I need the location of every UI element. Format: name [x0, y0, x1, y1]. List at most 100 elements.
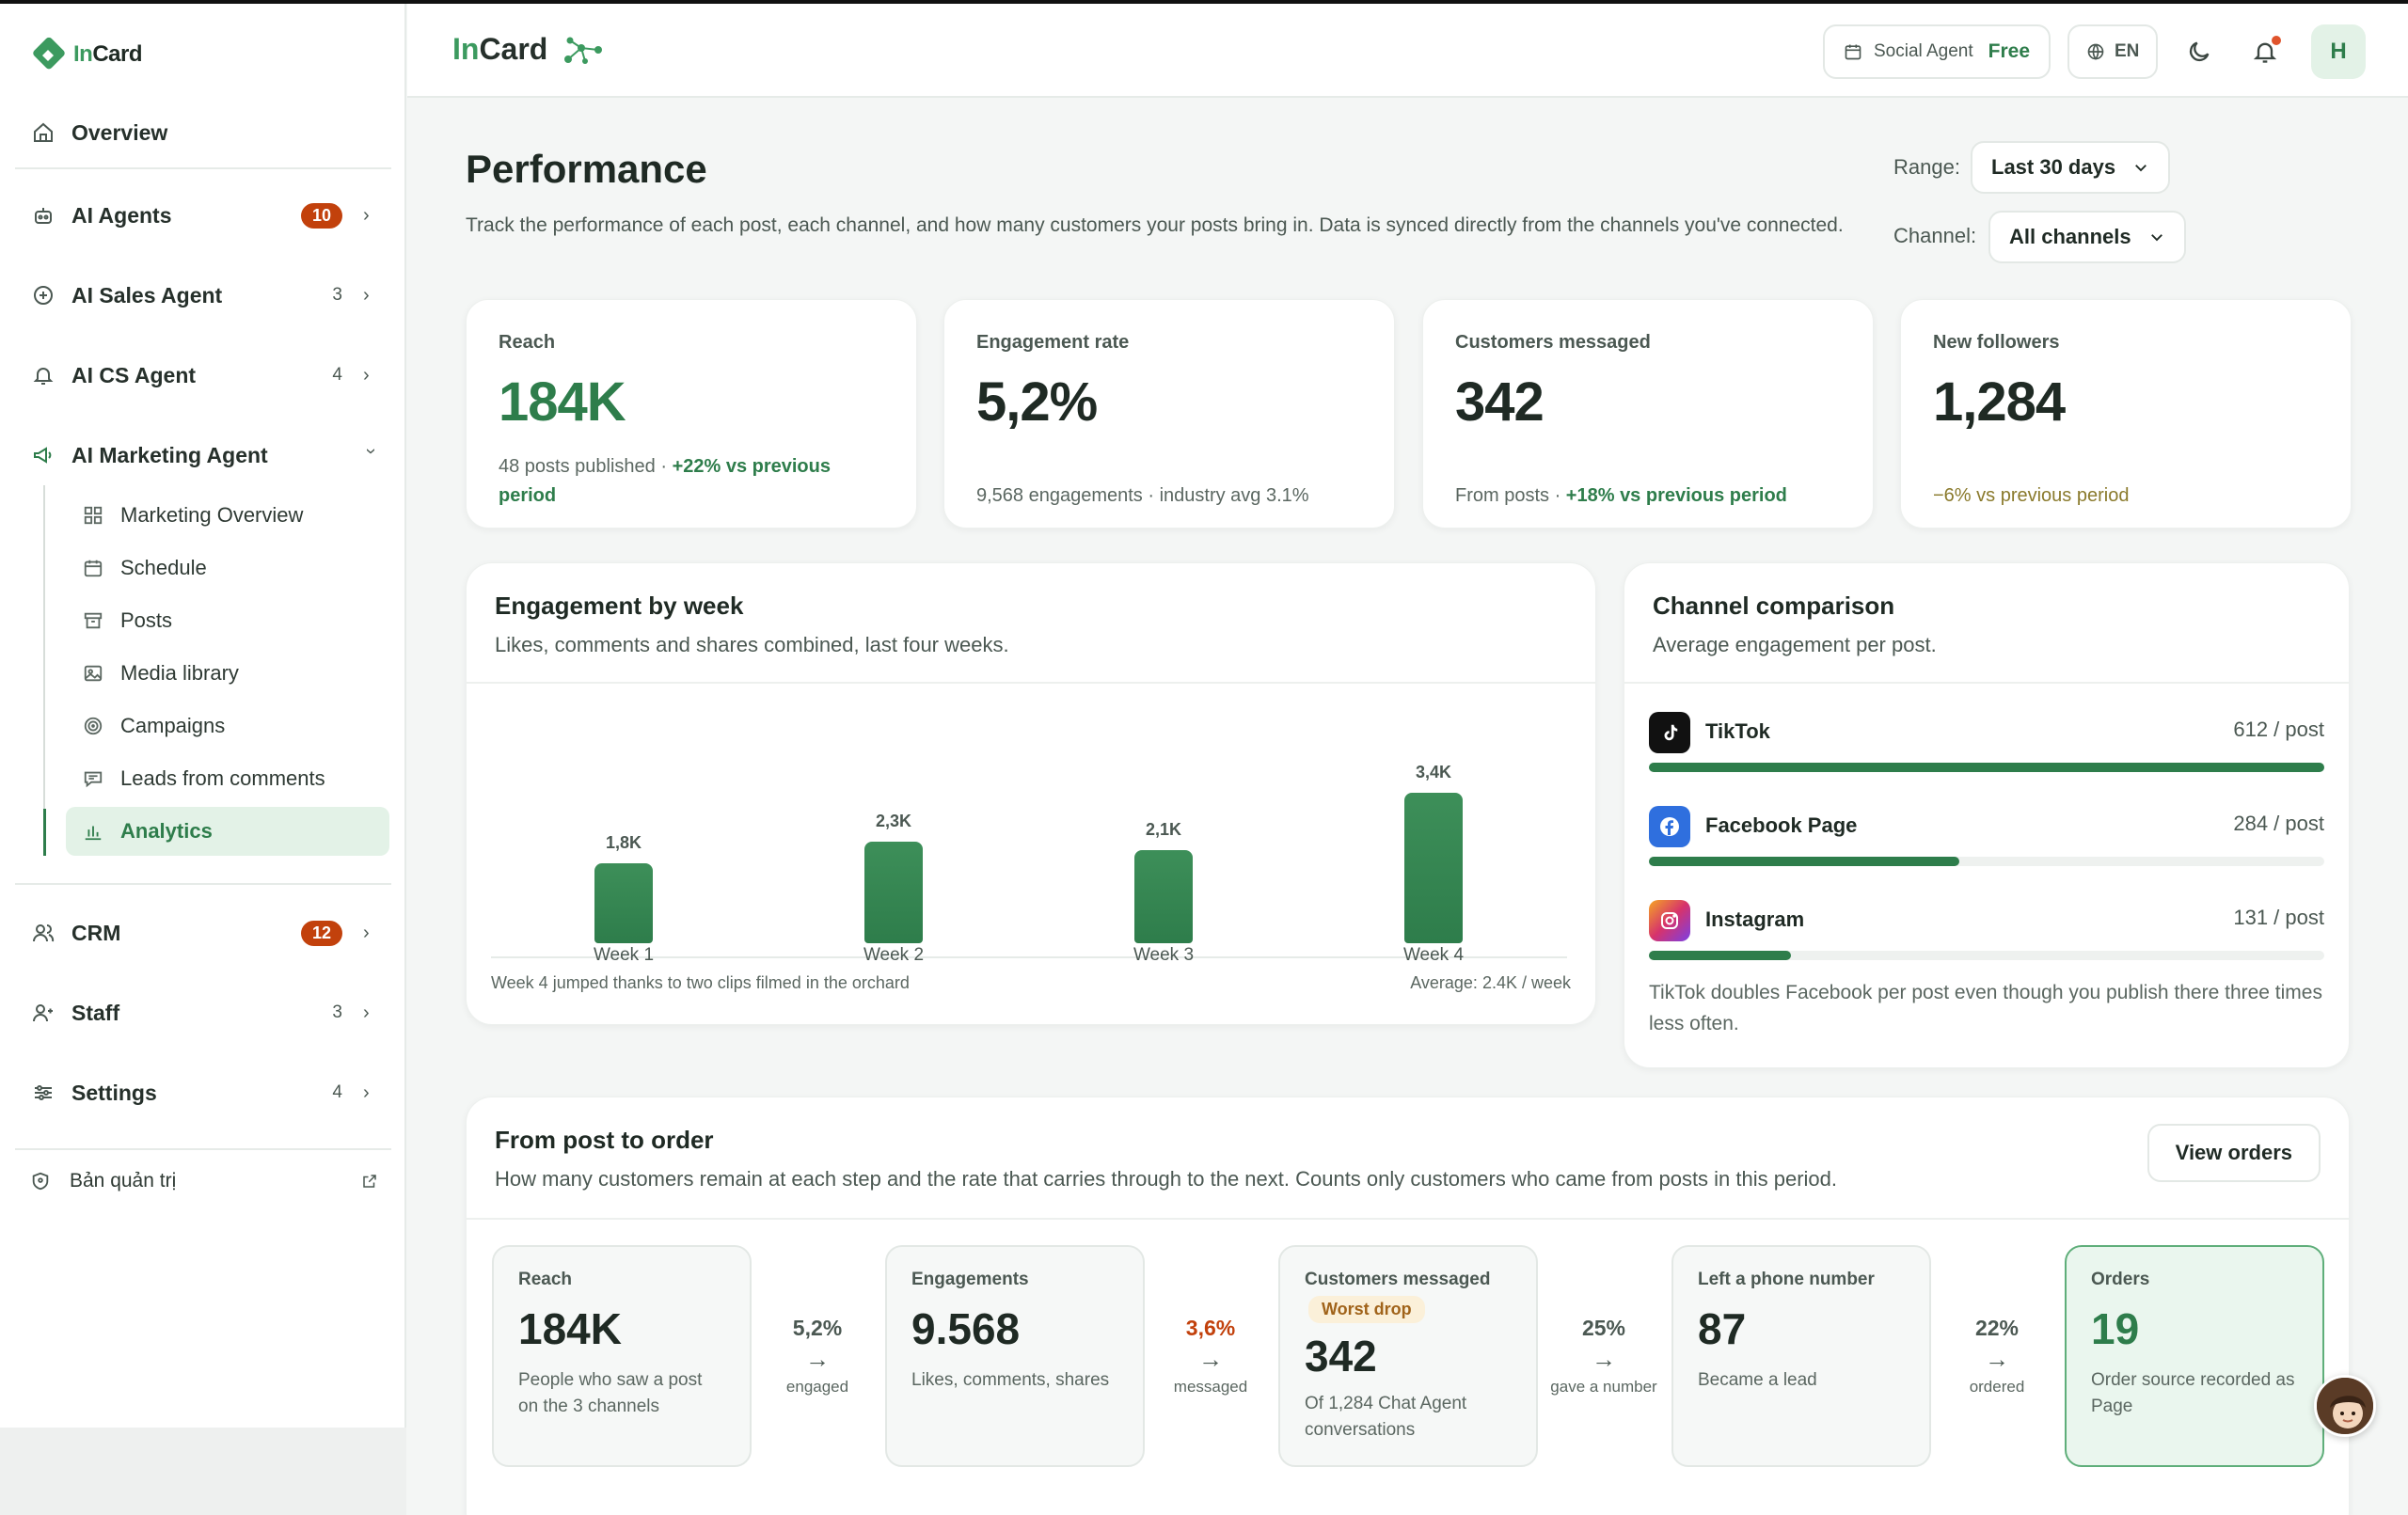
sidebar-item-ai-sales-agent[interactable]: AI Sales Agent 3 ›	[30, 271, 378, 320]
step-description: Of 1,284 Chat Agent conversations	[1305, 1394, 1467, 1440]
subitem-label: Leads from comments	[120, 766, 325, 790]
sidebar-subitem-posts[interactable]: Posts	[66, 596, 389, 645]
funnel-conversion: 22% → ordered	[1936, 1316, 2058, 1397]
channel-progress-fill	[1649, 857, 1960, 866]
bar-value-label: 3,4K	[1415, 763, 1452, 781]
sliders-icon	[30, 1080, 56, 1106]
theme-toggle-button[interactable]	[2172, 24, 2226, 79]
sidebar-item-settings[interactable]: Settings 4 ›	[30, 1068, 378, 1117]
avatar-face-icon	[2317, 1378, 2373, 1434]
step-label: Orders	[2091, 1270, 2150, 1289]
submenu-line	[43, 485, 45, 856]
sidebar-item-crm[interactable]: CRM 12 ›	[30, 908, 378, 957]
funnel-step-customers-messaged[interactable]: Customers messaged Worst drop 342 Of 1,2…	[1278, 1245, 1538, 1467]
sidebar-item-label: AI CS Agent	[71, 362, 197, 387]
conversion-label: gave a number	[1550, 1378, 1657, 1396]
plan-pill[interactable]: Social Agent Free	[1823, 24, 2051, 79]
funnel-step-orders[interactable]: Orders 19 Order source recorded as Page	[2065, 1245, 2324, 1467]
plan-tier: Free	[1988, 40, 2030, 62]
moon-icon	[2189, 41, 2210, 62]
notifications-button[interactable]	[2238, 24, 2292, 79]
channel-progress-fill	[1649, 951, 1791, 960]
step-description: Order source recorded as Page	[2091, 1370, 2295, 1416]
funnel-conversion: 25% → gave a number	[1543, 1316, 1665, 1397]
kpi-note-text: 48 posts published ·	[499, 456, 673, 477]
sidebar-subitem-analytics[interactable]: Analytics	[66, 807, 389, 856]
sidebar-item-ai-cs-agent[interactable]: AI CS Agent 4 ›	[30, 351, 378, 400]
logo-prefix: In	[73, 41, 93, 67]
user-avatar[interactable]: H	[2311, 24, 2366, 79]
sidebar-item-overview[interactable]: Overview	[30, 108, 378, 157]
kpi-label: Engagement rate	[976, 332, 1130, 353]
active-indicator	[43, 809, 46, 856]
funnel-conversion: 3,6% → messaged	[1149, 1316, 1272, 1397]
admin-panel-link[interactable]: Bản quản trị	[30, 1162, 378, 1200]
sidebar-item-label: AI Agents	[71, 202, 172, 228]
chevron-right-icon: ›	[363, 284, 370, 306]
panel-subtitle: Average engagement per post.	[1653, 633, 1937, 656]
notification-dot	[2272, 36, 2281, 45]
channel-name: Instagram	[1705, 907, 1805, 931]
topbar: InCard Social Agent Free EN H	[407, 4, 2408, 98]
sidebar-subitem-media-library[interactable]: Media library	[66, 649, 389, 698]
bell-icon	[2253, 42, 2277, 63]
funnel-step-left-phone-number[interactable]: Left a phone number 87 Became a lead	[1671, 1245, 1931, 1467]
step-label: Left a phone number	[1698, 1270, 1875, 1289]
channel-progress-fill	[1649, 763, 2324, 772]
brand[interactable]: InCard	[452, 32, 604, 67]
chevron-down-icon	[2150, 234, 2162, 242]
step-label: Reach	[518, 1270, 573, 1289]
range-select[interactable]: Last 30 days	[1971, 141, 2171, 194]
view-orders-button[interactable]: View orders	[2147, 1124, 2321, 1182]
kpi-note: From posts · +18% vs previous period	[1455, 481, 1841, 511]
home-icon	[30, 119, 56, 146]
arrow-right-icon: →	[805, 1345, 830, 1373]
support-chat-avatar[interactable]	[2314, 1375, 2376, 1437]
kpi-value: 184K	[499, 371, 626, 433]
panel-subtitle: How many customers remain at each step a…	[495, 1167, 1838, 1191]
logo-suffix: Card	[92, 41, 143, 67]
conversion-rate: 22%	[1974, 1316, 2020, 1340]
bar-value-label: 1,8K	[605, 833, 642, 852]
engagement-by-week-panel: Engagement by week Likes, comments and s…	[466, 562, 1596, 1025]
panel-divider	[467, 682, 1595, 684]
megaphone-icon	[30, 442, 56, 468]
funnel-step-engagements[interactable]: Engagements 9.568 Likes, comments, share…	[885, 1245, 1145, 1467]
kpi-delta: +18% vs previous period	[1565, 485, 1787, 506]
funnel-step-reach[interactable]: Reach 184K People who saw a post on the …	[492, 1245, 752, 1467]
external-link-icon	[361, 1173, 378, 1190]
sidebar-subitem-schedule[interactable]: Schedule	[66, 544, 389, 592]
funnel-conversion: 5,2% → engaged	[756, 1316, 879, 1397]
chart-bar	[864, 842, 923, 943]
step-value: 19	[2091, 1304, 2140, 1353]
chevron-right-icon: ›	[363, 364, 370, 386]
sidebar-logo[interactable]: InCard	[30, 36, 143, 73]
sidebar-subitem-marketing-overview[interactable]: Marketing Overview	[66, 491, 389, 540]
sidebar-item-label: AI Sales Agent	[71, 282, 223, 308]
channel-value: 612 / post	[2233, 718, 2324, 741]
arrow-right-icon: →	[1592, 1345, 1616, 1373]
sidebar-item-ai-marketing-agent[interactable]: AI Marketing Agent ›	[30, 431, 382, 480]
count-badge: 10	[300, 202, 342, 229]
chevron-down-icon	[2135, 165, 2147, 172]
sidebar-item-staff[interactable]: Staff 3 ›	[30, 988, 378, 1037]
kpi-note: 9,568 engagements · industry avg 3.1%	[976, 485, 1309, 506]
target-icon	[81, 714, 105, 738]
chart-footnote: Week 4 jumped thanks to two clips filmed…	[491, 973, 910, 992]
sidebar-subitem-campaigns[interactable]: Campaigns	[66, 702, 389, 750]
step-description: People who saw a post on the 3 channels	[518, 1370, 703, 1416]
channel-select[interactable]: All channels	[1988, 211, 2186, 263]
staff-icon	[30, 1000, 56, 1026]
chart-baseline	[491, 956, 1567, 958]
post-to-order-funnel-panel: From post to order How many customers re…	[466, 1097, 2350, 1515]
subitem-label: Analytics	[120, 819, 213, 843]
sidebar-subitem-leads-from-comments[interactable]: Leads from comments	[66, 754, 389, 803]
language-label: EN	[2115, 41, 2140, 61]
users-icon	[30, 920, 56, 946]
language-switcher[interactable]: EN	[2067, 24, 2159, 79]
calendar-icon	[81, 556, 105, 580]
worst-drop-badge: Worst drop	[1308, 1296, 1425, 1323]
count-badge: 12	[300, 920, 342, 946]
channel-comparison-panel: Channel comparison Average engagement pe…	[1624, 562, 2350, 1068]
sidebar-item-ai-agents[interactable]: AI Agents 10 ›	[30, 191, 378, 240]
